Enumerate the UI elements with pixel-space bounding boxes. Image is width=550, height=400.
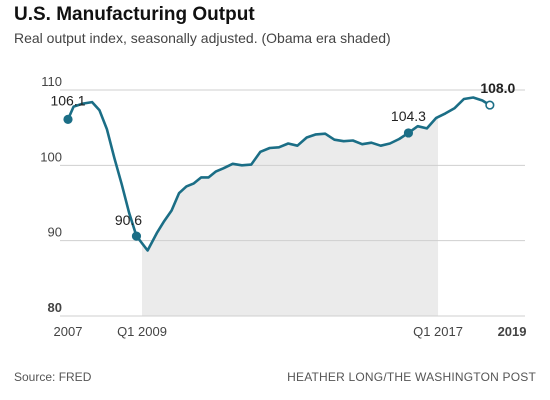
annotation-label-0: 106.1 bbox=[50, 92, 85, 108]
annotation-marker-1 bbox=[131, 231, 142, 241]
x-tick-label-2: Q1 2017 bbox=[413, 324, 463, 339]
series-line-output-index bbox=[66, 96, 492, 252]
chart-title: U.S. Manufacturing Output bbox=[14, 4, 255, 25]
x-tick-label-1: Q1 2009 bbox=[117, 324, 167, 339]
annotation-marker-0 bbox=[63, 114, 73, 124]
y-tick-label-80: 80 bbox=[48, 300, 62, 315]
annotation-label-1: 90.6 bbox=[115, 212, 142, 228]
annotation-marker-2 bbox=[403, 128, 414, 138]
chart-subtitle: Real output index, seasonally adjusted. … bbox=[14, 30, 391, 46]
y-tick-label-110: 110 bbox=[41, 74, 62, 89]
credit-line: HEATHER LONG/THE WASHINGTON POST bbox=[287, 370, 536, 384]
x-tick-label-0: 2007 bbox=[54, 324, 83, 339]
annotation-label-2: 104.3 bbox=[391, 108, 426, 124]
y-tick-label-100: 100 bbox=[40, 149, 62, 164]
annotation-marker-3 bbox=[485, 100, 495, 110]
annotation-label-3: 108.0 bbox=[480, 80, 515, 96]
shaded-region-obama-era bbox=[142, 117, 439, 316]
x-tick-label-3: 2019 bbox=[498, 324, 527, 339]
source-note: Source: FRED bbox=[14, 370, 92, 384]
y-tick-label-90: 90 bbox=[48, 225, 62, 240]
